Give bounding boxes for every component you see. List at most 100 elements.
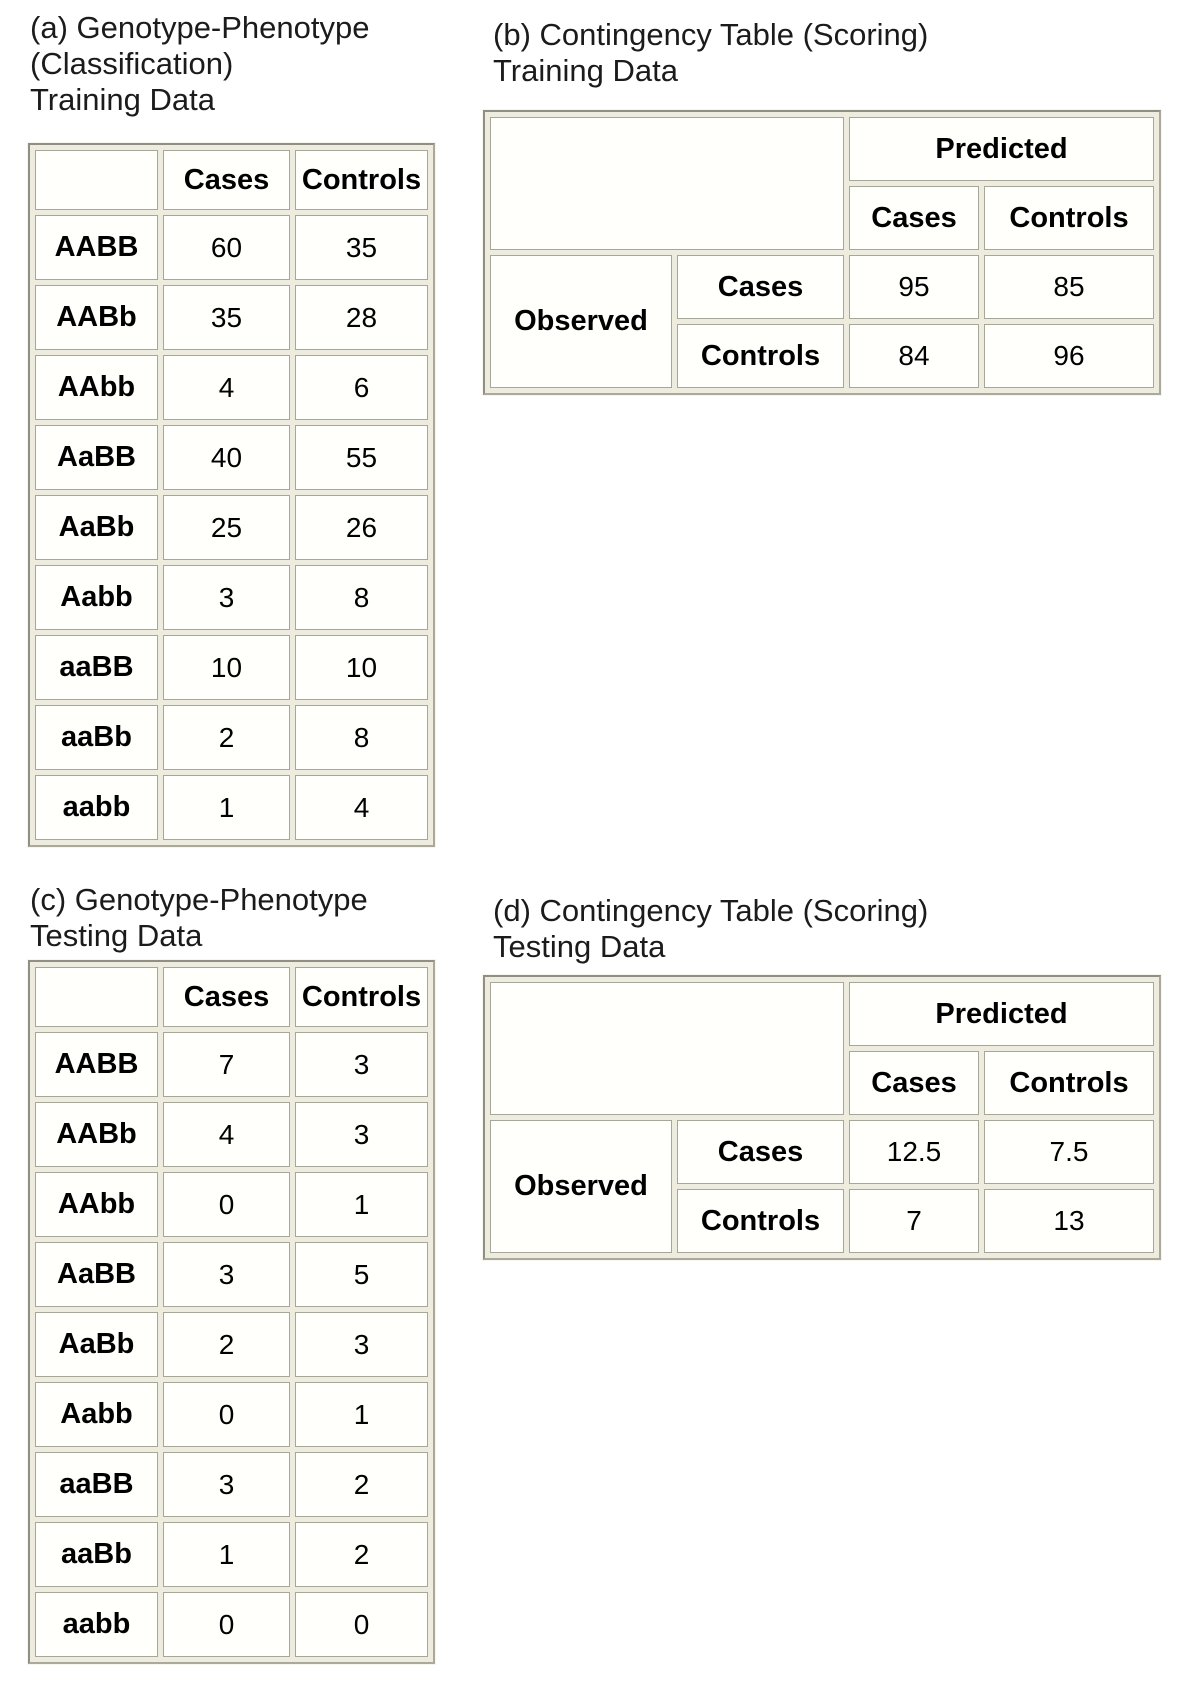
table-row: aaBB 3 2 xyxy=(35,1452,428,1517)
table-header-row: Predicted xyxy=(490,982,1155,1115)
training-classification-table: Cases Controls AABB 60 35 AABb 35 28 AAb… xyxy=(27,142,436,848)
genotype-cell: AABB xyxy=(35,1032,158,1097)
title-line: (b) Contingency Table (Scoring) xyxy=(493,17,929,52)
cases-value-cell: 7 xyxy=(163,1032,290,1097)
genotype-cell: aaBb xyxy=(35,1522,158,1587)
controls-value-cell: 85 xyxy=(984,255,1155,319)
cases-value-cell: 3 xyxy=(163,1452,290,1517)
table-row: AaBb 25 26 xyxy=(35,495,428,560)
cases-value-cell: 4 xyxy=(163,355,290,420)
cases-value-cell: 10 xyxy=(163,635,290,700)
cases-value-cell: 0 xyxy=(163,1382,290,1447)
controls-value-cell: 26 xyxy=(295,495,428,560)
controls-value-cell: 2 xyxy=(295,1452,428,1517)
table-header-row: Cases Controls xyxy=(490,1051,1155,1115)
panel-a-title: (a) Genotype-Phenotype (Classification) … xyxy=(30,10,370,118)
genotype-cell: aabb xyxy=(35,775,158,840)
column-header-cell: Cases xyxy=(163,150,290,210)
cases-value-cell: 25 xyxy=(163,495,290,560)
genotype-cell: AaBb xyxy=(35,495,158,560)
controls-value-cell: 10 xyxy=(295,635,428,700)
genotype-cell: Aabb xyxy=(35,565,158,630)
controls-value-cell: 55 xyxy=(295,425,428,490)
table-row: AAbb 4 6 xyxy=(35,355,428,420)
table-header-row: Cases Controls xyxy=(35,150,428,210)
table-row: Controls 7 13 xyxy=(490,1189,1155,1253)
column-header-cell: Controls xyxy=(295,150,428,210)
controls-value-cell: 2 xyxy=(295,1522,428,1587)
title-line: (Classification) xyxy=(30,46,234,81)
cases-value-cell: 3 xyxy=(163,1242,290,1307)
panel-b-title: (b) Contingency Table (Scoring) Training… xyxy=(493,17,928,89)
genotype-cell: AABB xyxy=(35,215,158,280)
controls-value-cell: 3 xyxy=(295,1102,428,1167)
observed-header-cell: Observed xyxy=(490,1120,672,1253)
table-row: Observed Cases 95 85 xyxy=(490,255,1155,388)
controls-value-cell: 1 xyxy=(295,1382,428,1447)
row-label-cell: Controls xyxy=(677,1189,844,1253)
training-scoring-table: Predicted Cases Controls Observed Cases … xyxy=(481,109,1163,396)
row-label-cell: Cases xyxy=(677,1120,844,1184)
table-row: aabb 0 0 xyxy=(35,1592,428,1657)
genotype-cell: AAbb xyxy=(35,355,158,420)
predicted-header-cell: Predicted xyxy=(849,117,1155,181)
table-header-row: Cases Controls xyxy=(490,186,1155,250)
genotype-cell: aaBB xyxy=(35,1452,158,1517)
table-header-row: Cases Controls xyxy=(35,967,428,1027)
table-row: AAbb 0 1 xyxy=(35,1172,428,1237)
table-row: AABb 35 28 xyxy=(35,285,428,350)
title-line: (d) Contingency Table (Scoring) xyxy=(493,893,929,928)
title-line: Testing Data xyxy=(493,929,666,964)
cases-value-cell: 40 xyxy=(163,425,290,490)
table-row: AABB 60 35 xyxy=(35,215,428,280)
table-header-row: Predicted xyxy=(490,117,1155,250)
table-row: AaBB 40 55 xyxy=(35,425,428,490)
cases-value-cell: 0 xyxy=(163,1172,290,1237)
column-header-cell: Controls xyxy=(984,186,1155,250)
genotype-cell: Aabb xyxy=(35,1382,158,1447)
testing-scoring-table: Predicted Cases Controls Observed Cases … xyxy=(481,974,1163,1261)
row-label-cell: Cases xyxy=(677,255,844,319)
cases-value-cell: 0 xyxy=(163,1592,290,1657)
genotype-cell: AABb xyxy=(35,285,158,350)
title-line: Training Data xyxy=(30,82,215,117)
column-header-cell: Cases xyxy=(849,1051,979,1115)
genotype-cell: AABb xyxy=(35,1102,158,1167)
cases-value-cell: 3 xyxy=(163,565,290,630)
table-row: aaBb 2 8 xyxy=(35,705,428,770)
observed-header-cell: Observed xyxy=(490,255,672,388)
genotype-cell: AaBB xyxy=(35,1242,158,1307)
genotype-cell: AaBb xyxy=(35,1312,158,1377)
title-line: (c) Genotype-Phenotype xyxy=(30,882,368,917)
blank-cell xyxy=(35,967,158,1027)
controls-value-cell: 5 xyxy=(295,1242,428,1307)
title-line: Testing Data xyxy=(30,918,203,953)
controls-value-cell: 7.5 xyxy=(984,1120,1155,1184)
table-row: AABb 4 3 xyxy=(35,1102,428,1167)
table-row: Aabb 0 1 xyxy=(35,1382,428,1447)
title-line: (a) Genotype-Phenotype xyxy=(30,10,370,45)
blank-cell xyxy=(490,117,844,250)
column-header-cell: Cases xyxy=(163,967,290,1027)
cases-value-cell: 1 xyxy=(163,775,290,840)
controls-value-cell: 6 xyxy=(295,355,428,420)
cases-value-cell: 1 xyxy=(163,1522,290,1587)
controls-value-cell: 3 xyxy=(295,1312,428,1377)
testing-classification-table: Cases Controls AABB 7 3 AABb 4 3 AAbb 0 … xyxy=(27,959,436,1665)
genotype-cell: AAbb xyxy=(35,1172,158,1237)
controls-value-cell: 8 xyxy=(295,565,428,630)
genotype-cell: aabb xyxy=(35,1592,158,1657)
row-label-cell: Controls xyxy=(677,324,844,388)
cases-value-cell: 7 xyxy=(849,1189,979,1253)
genotype-cell: AaBB xyxy=(35,425,158,490)
table-row: aaBB 10 10 xyxy=(35,635,428,700)
table-row: Observed Cases 12.5 7.5 xyxy=(490,1120,1155,1253)
table-row: AaBB 3 5 xyxy=(35,1242,428,1307)
predicted-header-cell: Predicted xyxy=(849,982,1155,1046)
table-row: AaBb 2 3 xyxy=(35,1312,428,1377)
cases-value-cell: 95 xyxy=(849,255,979,319)
controls-value-cell: 8 xyxy=(295,705,428,770)
genotype-cell: aaBb xyxy=(35,705,158,770)
controls-value-cell: 0 xyxy=(295,1592,428,1657)
